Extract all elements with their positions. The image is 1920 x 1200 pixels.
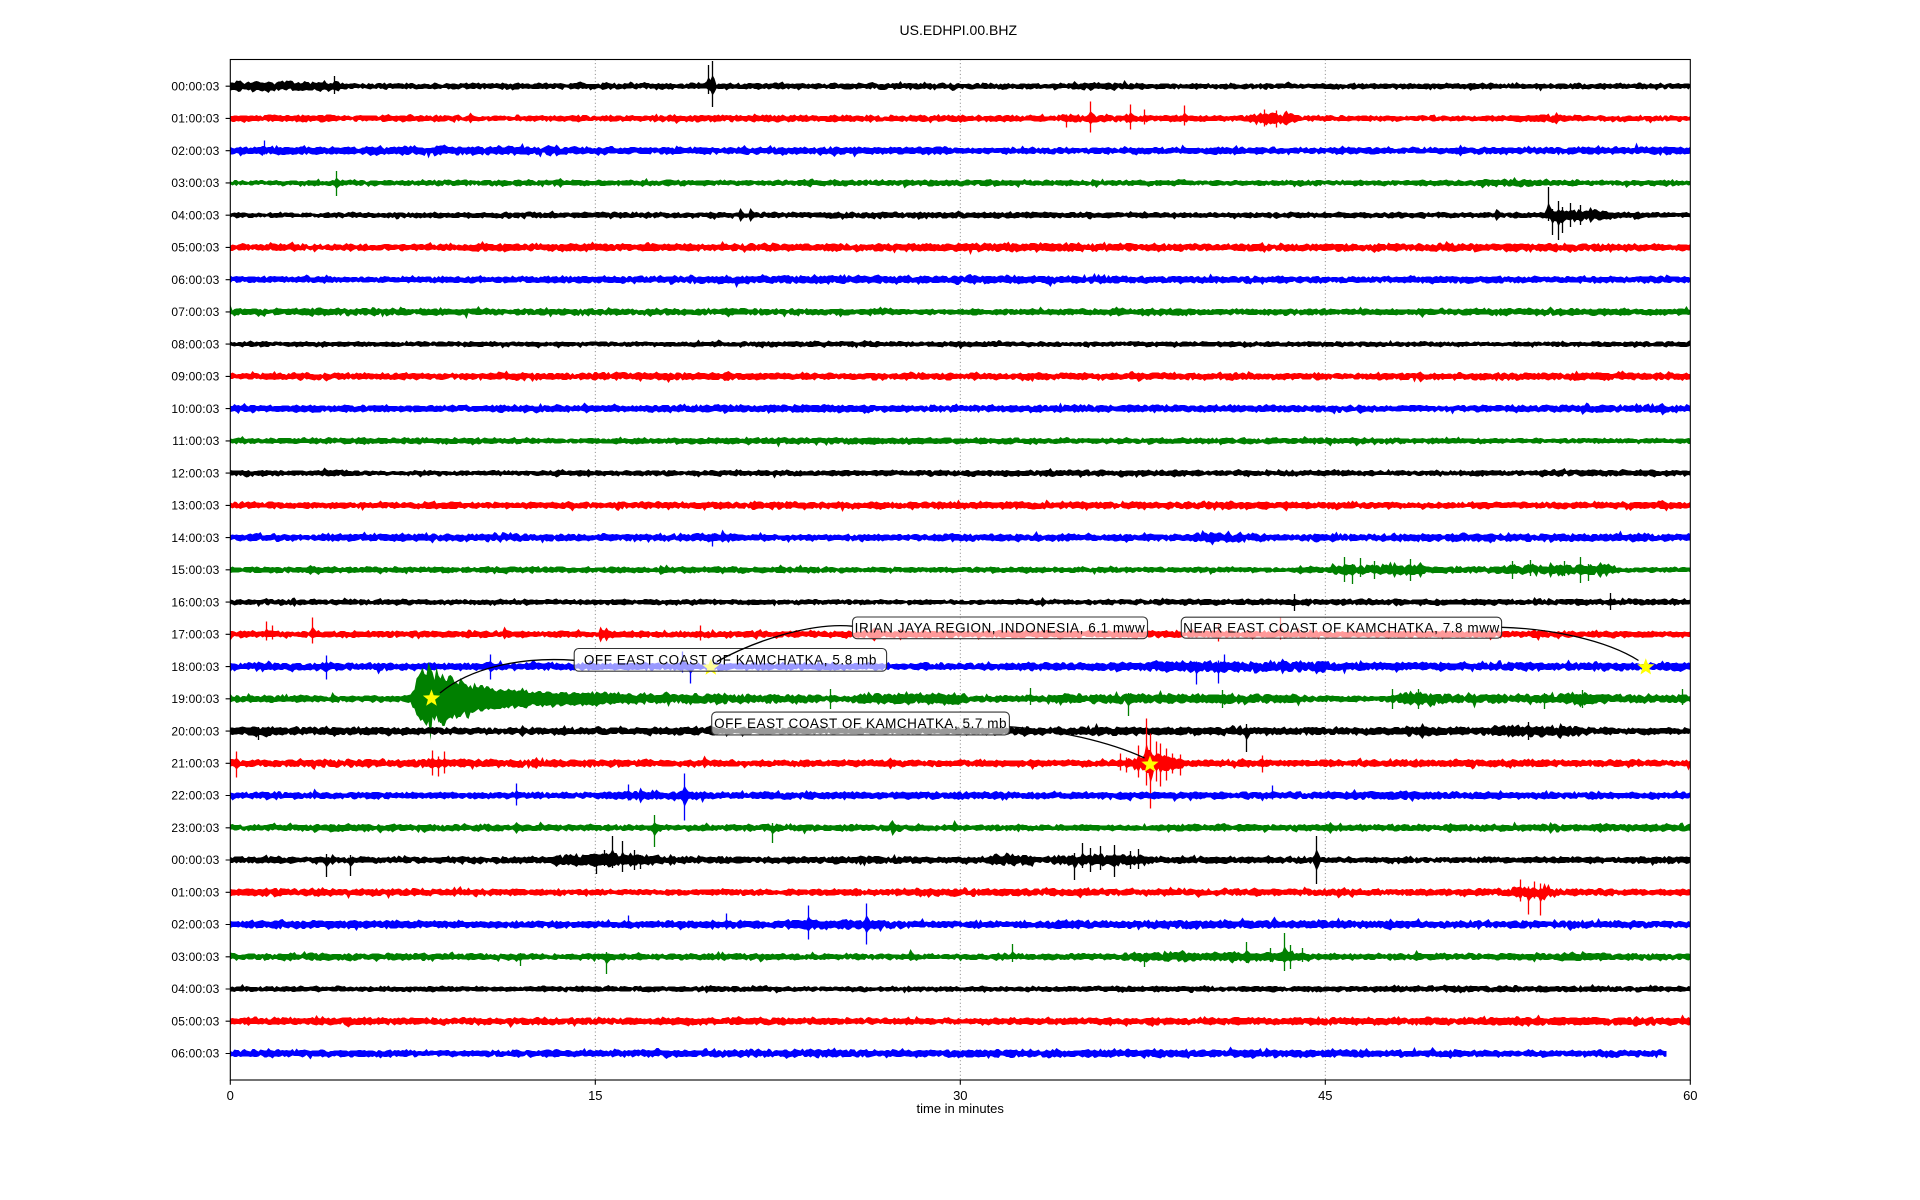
svg-text:US.EDHPI.00.BHZ: US.EDHPI.00.BHZ: [900, 22, 1018, 38]
svg-text:02:00:03: 02:00:03: [171, 144, 219, 158]
svg-text:02:00:03: 02:00:03: [171, 918, 219, 932]
svg-text:12:00:03: 12:00:03: [171, 466, 219, 480]
svg-text:OFF EAST COAST OF KAMCHATKA, 5: OFF EAST COAST OF KAMCHATKA, 5.8 mb: [584, 653, 877, 668]
svg-text:10:00:03: 10:00:03: [171, 402, 219, 416]
svg-text:14:00:03: 14:00:03: [171, 531, 219, 545]
svg-text:05:00:03: 05:00:03: [171, 1014, 219, 1028]
svg-text:19:00:03: 19:00:03: [171, 692, 219, 706]
svg-text:OFF EAST COAST OF KAMCHATKA, 5: OFF EAST COAST OF KAMCHATKA, 5.7 mb: [714, 716, 1007, 731]
svg-text:01:00:03: 01:00:03: [171, 112, 219, 126]
svg-text:08:00:03: 08:00:03: [171, 337, 219, 351]
svg-text:0: 0: [227, 1088, 234, 1103]
svg-text:22:00:03: 22:00:03: [171, 789, 219, 803]
svg-text:05:00:03: 05:00:03: [171, 241, 219, 255]
svg-text:20:00:03: 20:00:03: [171, 724, 219, 738]
svg-text:13:00:03: 13:00:03: [171, 499, 219, 513]
svg-text:09:00:03: 09:00:03: [171, 370, 219, 384]
svg-text:03:00:03: 03:00:03: [171, 176, 219, 190]
svg-text:06:00:03: 06:00:03: [171, 1047, 219, 1061]
svg-text:04:00:03: 04:00:03: [171, 208, 219, 222]
svg-text:NEAR EAST COAST OF KAMCHATKA,: NEAR EAST COAST OF KAMCHATKA, 7.8 mww: [1183, 620, 1500, 635]
svg-text:16:00:03: 16:00:03: [171, 595, 219, 609]
svg-text:60: 60: [1683, 1088, 1697, 1103]
svg-text:45: 45: [1318, 1088, 1332, 1103]
svg-text:time in minutes: time in minutes: [916, 1101, 1004, 1116]
svg-text:30: 30: [953, 1088, 967, 1103]
svg-text:01:00:03: 01:00:03: [171, 886, 219, 900]
svg-text:06:00:03: 06:00:03: [171, 273, 219, 287]
svg-text:04:00:03: 04:00:03: [171, 982, 219, 996]
svg-text:11:00:03: 11:00:03: [172, 434, 219, 448]
svg-text:18:00:03: 18:00:03: [171, 660, 219, 674]
svg-text:00:00:03: 00:00:03: [171, 79, 219, 93]
svg-text:17:00:03: 17:00:03: [171, 628, 219, 642]
svg-text:23:00:03: 23:00:03: [171, 821, 219, 835]
svg-text:15:00:03: 15:00:03: [171, 563, 219, 577]
svg-text:07:00:03: 07:00:03: [171, 305, 219, 319]
svg-text:IRIAN JAYA REGION, INDONESIA,: IRIAN JAYA REGION, INDONESIA, 6.1 mww: [855, 621, 1146, 636]
svg-text:15: 15: [588, 1088, 602, 1103]
svg-text:00:00:03: 00:00:03: [171, 853, 219, 867]
svg-text:21:00:03: 21:00:03: [171, 757, 219, 771]
svg-text:03:00:03: 03:00:03: [171, 950, 219, 964]
